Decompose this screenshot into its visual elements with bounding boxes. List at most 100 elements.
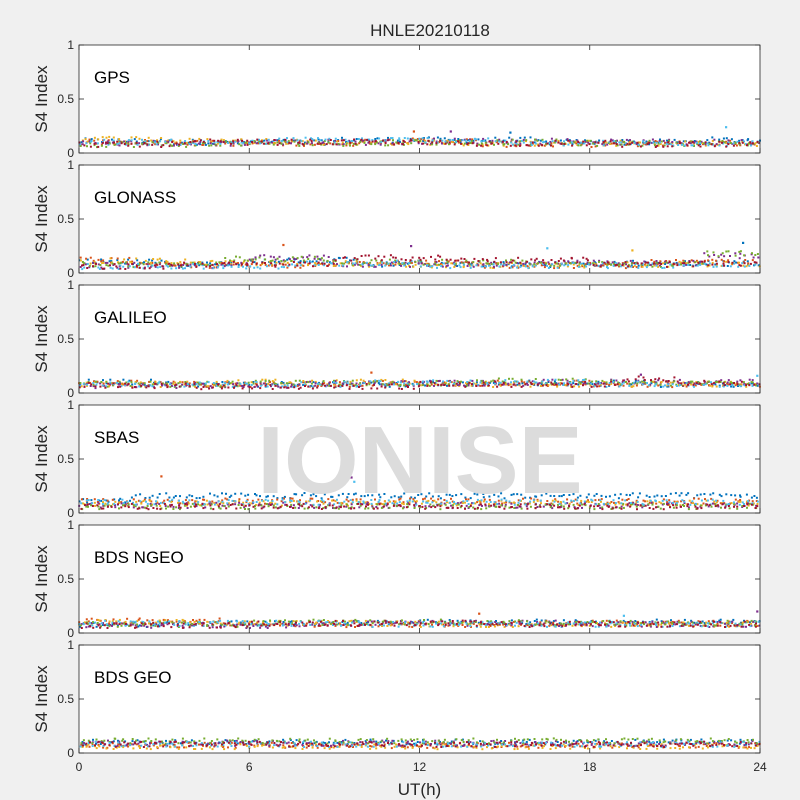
data-point [152, 385, 155, 388]
data-point [711, 139, 714, 142]
data-point [282, 621, 285, 623]
data-point [341, 262, 343, 265]
data-point [669, 143, 672, 146]
data-point [726, 382, 729, 385]
data-point [556, 266, 559, 269]
data-point [364, 254, 367, 257]
data-point [434, 261, 437, 263]
data-point [243, 260, 245, 263]
data-point [468, 140, 471, 142]
data-point [317, 257, 320, 260]
data-point [755, 145, 758, 147]
data-point [109, 381, 112, 384]
data-point [549, 140, 552, 143]
data-point [459, 139, 461, 142]
data-point [362, 379, 365, 382]
data-point [81, 264, 83, 267]
data-point [680, 492, 683, 495]
data-point [486, 258, 489, 261]
data-point [738, 264, 741, 267]
axes-background [79, 525, 760, 633]
data-point [301, 140, 304, 143]
data-point [365, 384, 368, 387]
data-point [378, 383, 381, 386]
data-point [614, 140, 617, 142]
data-point [85, 499, 88, 502]
data-point [408, 499, 411, 502]
data-point [111, 498, 114, 501]
data-point [440, 383, 443, 386]
data-point [476, 383, 479, 386]
data-point [704, 141, 707, 144]
data-point [542, 259, 545, 262]
data-point [618, 265, 620, 268]
data-point [701, 260, 704, 263]
data-point [82, 498, 85, 501]
data-point [555, 138, 558, 141]
data-point [687, 508, 690, 511]
data-point [712, 382, 715, 385]
data-point [454, 384, 457, 386]
data-point [468, 381, 471, 384]
data-point [232, 142, 235, 145]
data-point [614, 506, 617, 509]
data-point [711, 384, 714, 387]
data-point [465, 504, 468, 507]
data-point [706, 499, 709, 502]
data-point [522, 141, 525, 144]
data-point [567, 143, 570, 146]
data-point [466, 381, 469, 383]
data-point [649, 263, 652, 266]
data-point [554, 498, 557, 501]
data-point [699, 493, 702, 496]
data-point [90, 504, 93, 507]
data-point [108, 260, 111, 263]
data-point [118, 142, 121, 145]
data-point [251, 141, 254, 143]
data-point [656, 494, 659, 497]
data-point [380, 263, 383, 266]
data-point [615, 144, 618, 147]
data-point [431, 501, 434, 504]
data-point [158, 493, 161, 495]
data-point [217, 139, 220, 142]
data-point [569, 262, 572, 265]
data-point [296, 257, 299, 260]
data-point [119, 267, 122, 270]
data-point [213, 503, 216, 506]
data-point [593, 494, 596, 497]
data-point [339, 385, 342, 388]
data-point [197, 385, 200, 388]
data-point [384, 140, 387, 143]
data-point [387, 499, 390, 502]
data-point [610, 508, 613, 510]
data-point [257, 142, 260, 145]
data-point [572, 493, 575, 496]
data-point [250, 263, 253, 266]
data-point [108, 384, 111, 387]
data-point [421, 380, 424, 383]
data-point [451, 140, 453, 143]
data-point [516, 383, 519, 386]
data-point [191, 383, 194, 386]
data-point [695, 259, 698, 262]
data-point [546, 142, 549, 145]
data-point [309, 138, 312, 141]
data-point [102, 139, 105, 142]
data-point [301, 494, 304, 497]
data-point [667, 383, 670, 386]
data-point [406, 137, 409, 140]
data-point [122, 383, 125, 386]
data-point [559, 379, 562, 382]
data-point [655, 264, 658, 267]
data-point [220, 263, 223, 266]
data-point [109, 378, 112, 381]
data-point [97, 263, 100, 266]
data-point [635, 266, 638, 269]
data-point [117, 140, 120, 143]
data-point [738, 141, 741, 144]
data-point [173, 262, 176, 265]
data-point [459, 501, 462, 504]
data-point [312, 503, 315, 506]
data-point [756, 503, 759, 505]
